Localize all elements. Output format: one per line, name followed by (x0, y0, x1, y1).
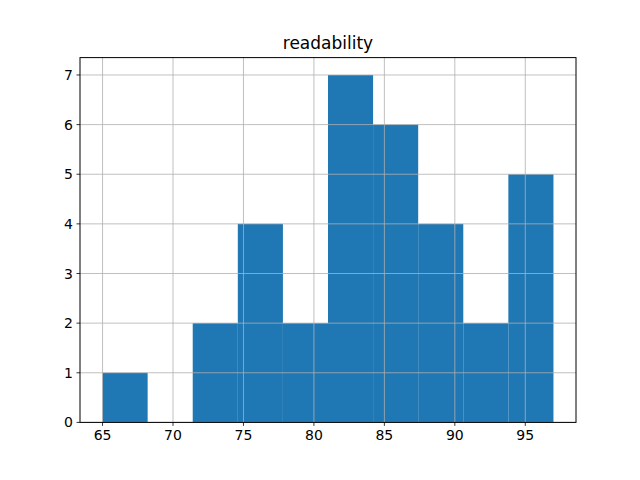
x-tick-label: 70 (164, 427, 182, 443)
histogram-bar (328, 75, 373, 422)
x-tick-label: 65 (94, 427, 112, 443)
y-tick-label: 6 (64, 117, 73, 133)
x-tick-label: 85 (375, 427, 393, 443)
x-tick-label: 95 (516, 427, 534, 443)
histogram-chart: 65 70 75 80 85 90 95 0 1 2 3 4 5 6 7 (0, 0, 640, 480)
y-tick-label: 7 (64, 67, 73, 83)
y-tick-label: 3 (64, 266, 73, 282)
x-tick-label: 80 (305, 427, 323, 443)
y-tick-label: 4 (64, 216, 73, 232)
y-tick-label: 5 (64, 166, 73, 182)
y-tick-label: 1 (64, 365, 73, 381)
y-tick-label: 2 (64, 315, 73, 331)
histogram-bar (103, 373, 148, 423)
x-tick-label: 90 (446, 427, 464, 443)
y-tick-label: 0 (64, 414, 73, 430)
x-tick-label: 75 (235, 427, 253, 443)
histogram-bar (508, 174, 553, 422)
figure-canvas: readability 6570758085909501234567 (0, 0, 640, 480)
